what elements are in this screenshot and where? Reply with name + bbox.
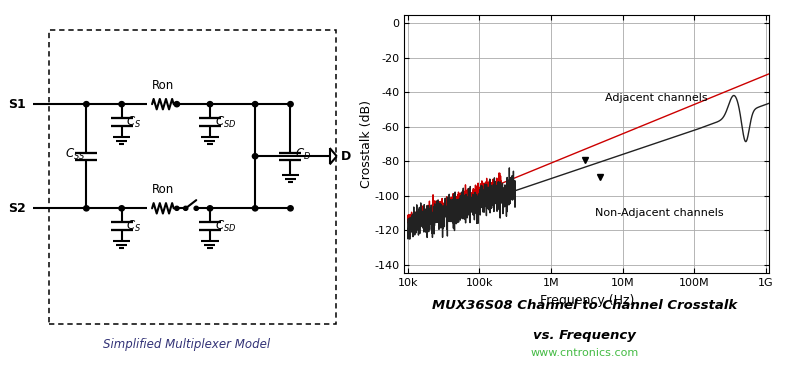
X-axis label: Frequency (Hz): Frequency (Hz) xyxy=(539,294,634,307)
Text: S2: S2 xyxy=(8,202,26,215)
Text: MUX36S08 Channel to Channel Crosstalk: MUX36S08 Channel to Channel Crosstalk xyxy=(433,299,737,312)
Text: D: D xyxy=(341,150,351,163)
Text: www.cntronics.com: www.cntronics.com xyxy=(531,348,639,358)
Text: vs. Frequency: vs. Frequency xyxy=(533,329,637,342)
Circle shape xyxy=(207,102,213,107)
Y-axis label: Crosstalk (dB): Crosstalk (dB) xyxy=(360,100,373,188)
Text: Ron: Ron xyxy=(152,183,174,196)
Text: $C_{SD}$: $C_{SD}$ xyxy=(214,219,236,234)
Circle shape xyxy=(194,206,199,210)
Text: $C_S$: $C_S$ xyxy=(126,115,141,130)
Circle shape xyxy=(207,206,213,211)
Circle shape xyxy=(83,102,89,107)
Text: S1: S1 xyxy=(8,98,26,110)
Circle shape xyxy=(174,102,180,107)
Text: $C_D$: $C_D$ xyxy=(295,147,312,162)
Text: $C_{SD}$: $C_{SD}$ xyxy=(214,115,236,130)
Circle shape xyxy=(184,206,188,210)
Circle shape xyxy=(253,206,257,211)
Text: Adjacent channels: Adjacent channels xyxy=(604,93,707,103)
Text: Simplified Multiplexer Model: Simplified Multiplexer Model xyxy=(103,338,270,350)
Circle shape xyxy=(287,102,293,107)
Circle shape xyxy=(253,154,257,159)
Text: Non-Adjacent channels: Non-Adjacent channels xyxy=(595,208,724,218)
Circle shape xyxy=(175,206,179,210)
Circle shape xyxy=(119,102,124,107)
Circle shape xyxy=(253,102,257,107)
Text: $C_S$: $C_S$ xyxy=(126,219,141,234)
Circle shape xyxy=(83,206,89,211)
Text: $C_{SS}$: $C_{SS}$ xyxy=(64,147,85,162)
Text: Ron: Ron xyxy=(152,79,174,92)
Circle shape xyxy=(119,206,124,211)
Circle shape xyxy=(287,206,293,211)
